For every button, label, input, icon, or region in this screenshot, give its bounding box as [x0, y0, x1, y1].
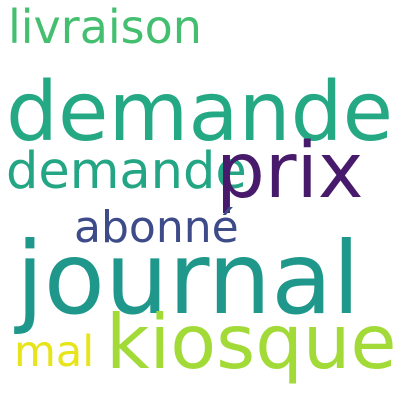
word-demander: demander [6, 65, 400, 160]
word-abonne: abonné [74, 202, 239, 253]
word-livraison: livraison [8, 0, 202, 54]
word-mal: mal [14, 327, 95, 377]
word-demande: demande [6, 142, 247, 201]
word-journal: journal [16, 220, 361, 337]
word-prix: prix [216, 127, 364, 216]
word-kiosque: kiosque [106, 298, 397, 386]
